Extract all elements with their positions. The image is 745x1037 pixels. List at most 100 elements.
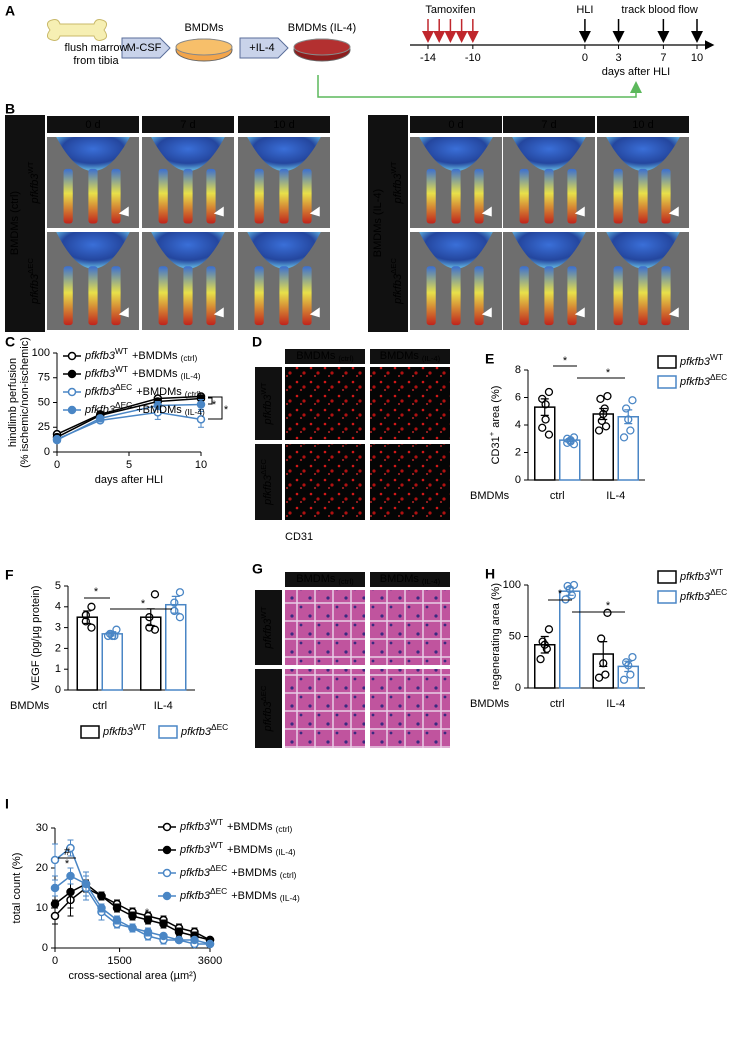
series-line: [56, 395, 202, 435]
legend-swatch: [657, 375, 677, 389]
x-tick-label: ctrl: [550, 698, 565, 710]
micrograph: [285, 669, 365, 748]
header-bar: [285, 349, 365, 364]
panel-label: E: [485, 351, 494, 367]
x-tick-label: 10: [195, 459, 207, 471]
arrowhead-marker: [668, 206, 679, 217]
y-tick-label: 50: [38, 396, 50, 408]
y-tick-label: 6: [515, 391, 521, 403]
header-bar: [238, 116, 330, 133]
marker: [159, 931, 168, 941]
legend-swatch: [657, 570, 677, 584]
y-tick-label: 0: [515, 682, 521, 694]
legend-marker: [67, 351, 77, 361]
legend-label-part: +BMDMs: [132, 350, 178, 362]
data-point: [150, 590, 160, 599]
bar: [534, 406, 556, 481]
y-axis-label: (% ischemic/non-ischemic): [19, 337, 31, 468]
column-label-part: (IL-4): [422, 577, 441, 586]
genotype-label: pfkfb3WT: [259, 382, 274, 425]
legend-swatch: [657, 590, 677, 604]
image-limb: [519, 266, 529, 326]
y-axis-label-part: +: [487, 431, 496, 436]
legend-label-part: pfkfb3: [180, 726, 212, 738]
step-label: from tibia: [73, 55, 119, 67]
bone-icon: [46, 19, 108, 41]
micrograph: [370, 669, 450, 748]
y-tick-label: 30: [36, 822, 48, 834]
image-limb: [183, 168, 193, 224]
genotype-label-part: pfkfb3: [392, 173, 404, 205]
image-limb: [111, 266, 121, 326]
data-point: [542, 644, 551, 654]
x-tick-label: ctrl: [92, 700, 107, 712]
category-axis-label: BMDMs: [10, 700, 50, 712]
micrograph: [285, 444, 365, 520]
arrow-box: [239, 37, 289, 59]
column-label: BMDMs (ctrl): [296, 573, 354, 586]
data-point: [597, 416, 606, 426]
marker: [196, 415, 206, 424]
legend-label-part: WT: [710, 567, 723, 577]
y-tick-label: 2: [515, 446, 521, 458]
legend-label-part: (IL-4): [181, 371, 201, 381]
column-label: BMDMs (IL-4): [380, 350, 441, 363]
data-point: [536, 655, 545, 664]
column-label-part: (ctrl): [338, 354, 354, 363]
y-tick-label: 25: [38, 421, 50, 433]
y-tick-label: 3: [55, 622, 61, 634]
data-point: [541, 415, 550, 424]
legend-label-part: +BMDMs: [231, 867, 277, 879]
bar: [559, 590, 581, 689]
legend-label-part: ΔEC: [710, 372, 727, 382]
image-limb: [544, 168, 554, 224]
legend-label-part: ΔEC: [710, 587, 727, 597]
image-body: [151, 137, 225, 172]
bar: [617, 416, 639, 481]
image-limb: [613, 168, 623, 224]
y-tick-label: 0: [42, 942, 48, 954]
legend-label-part: pfkfb3: [84, 404, 116, 416]
image-body: [151, 232, 225, 269]
image-limb: [474, 168, 484, 224]
micrograph: [370, 367, 450, 440]
image-limb: [63, 266, 73, 326]
column-label: BMDMs (ctrl): [296, 350, 354, 363]
image-limb: [567, 168, 577, 224]
hindlimb-image: [238, 232, 330, 330]
series-line: [56, 403, 202, 441]
panel-label: A: [5, 3, 15, 19]
legend-swatch: [158, 725, 178, 739]
hindlimb-image: [238, 137, 330, 228]
legend-label-part: (ctrl): [185, 389, 202, 399]
hindlimb-image: [597, 232, 689, 330]
legend-label-part: WT: [115, 364, 128, 374]
genotype-label-part: ΔEC: [259, 685, 268, 701]
dish-top: [293, 38, 351, 56]
data-point: [561, 595, 570, 604]
micrograph: [370, 590, 450, 665]
arrow-box: [121, 37, 171, 59]
legend-label-part: pfkfb3: [679, 376, 711, 388]
micrograph: [285, 590, 365, 665]
legend-swatch: [657, 355, 677, 369]
annotation: *: [94, 586, 99, 598]
data-point: [626, 426, 635, 435]
label-band: [255, 669, 282, 748]
data-point: [544, 430, 554, 439]
group-label: BMDMs (ctrl): [9, 191, 21, 255]
image-limb: [111, 168, 121, 224]
header-bar: [285, 572, 365, 587]
hindlimb-image: [410, 137, 502, 228]
y-tick-label: 2: [55, 642, 61, 654]
data-point: [628, 396, 637, 405]
legend-label-part: ΔEC: [210, 886, 227, 896]
annotation: #: [64, 846, 71, 858]
image-limb: [638, 168, 648, 224]
marker: [50, 911, 60, 921]
timeline-tick-label: 7: [660, 52, 666, 64]
y-axis-label: total count (%): [11, 853, 23, 924]
legend-label-part: pfkfb3: [179, 867, 211, 879]
hindlimb-image: [142, 232, 234, 330]
hindlimb-image: [410, 232, 502, 330]
